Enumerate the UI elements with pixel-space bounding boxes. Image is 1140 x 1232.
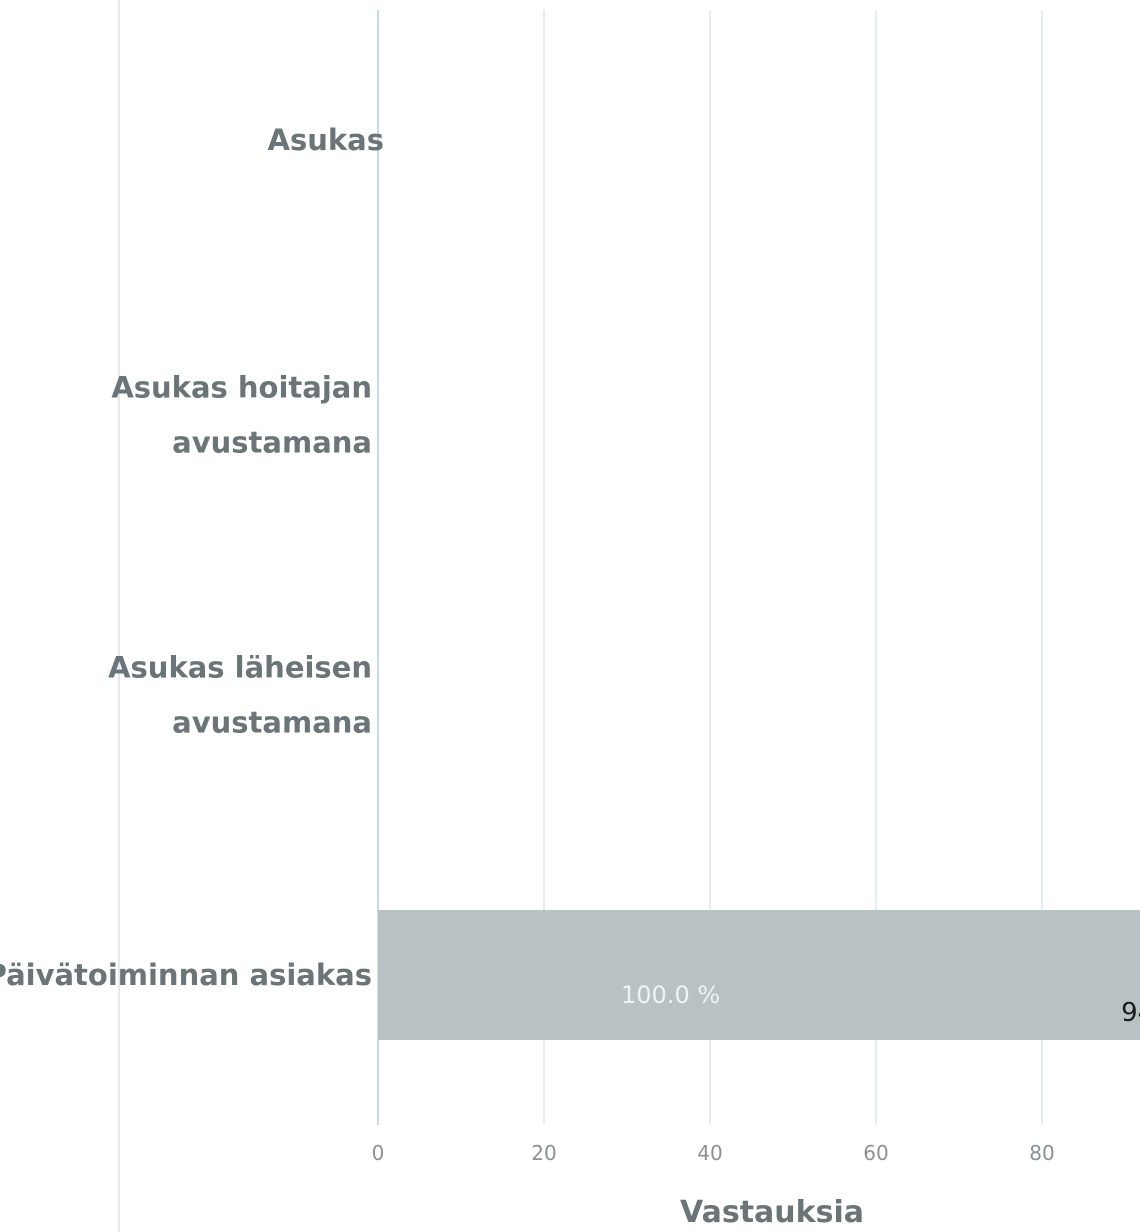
x-tick-label: 40 bbox=[697, 1141, 722, 1165]
category-label: Päivätoiminnan asiakas bbox=[0, 958, 372, 992]
bar-3 bbox=[378, 910, 1140, 1040]
bars: 100.0 % 94 bbox=[378, 910, 1140, 1040]
category-label: Asukas bbox=[268, 123, 384, 157]
bar-value-label: 94 bbox=[1121, 998, 1140, 1028]
category-label: Asukas läheisen bbox=[108, 651, 372, 685]
category-labels: Asukas Asukas hoitajan avustamana Asukas lä… bbox=[0, 123, 384, 992]
x-tick-label: 60 bbox=[863, 1141, 888, 1165]
bar-percent-label: 100.0 % bbox=[621, 981, 720, 1009]
x-tick-label: 0 bbox=[372, 1141, 385, 1165]
x-tick-label: 80 bbox=[1029, 1141, 1054, 1165]
x-tick-labels: 0 20 40 60 80 bbox=[372, 1141, 1055, 1165]
x-tick-label: 20 bbox=[531, 1141, 556, 1165]
category-label: avustamana bbox=[172, 706, 372, 740]
category-label: avustamana bbox=[172, 426, 372, 460]
category-label: Asukas hoitajan bbox=[111, 371, 372, 405]
x-axis-title: Vastauksia bbox=[680, 1195, 864, 1230]
